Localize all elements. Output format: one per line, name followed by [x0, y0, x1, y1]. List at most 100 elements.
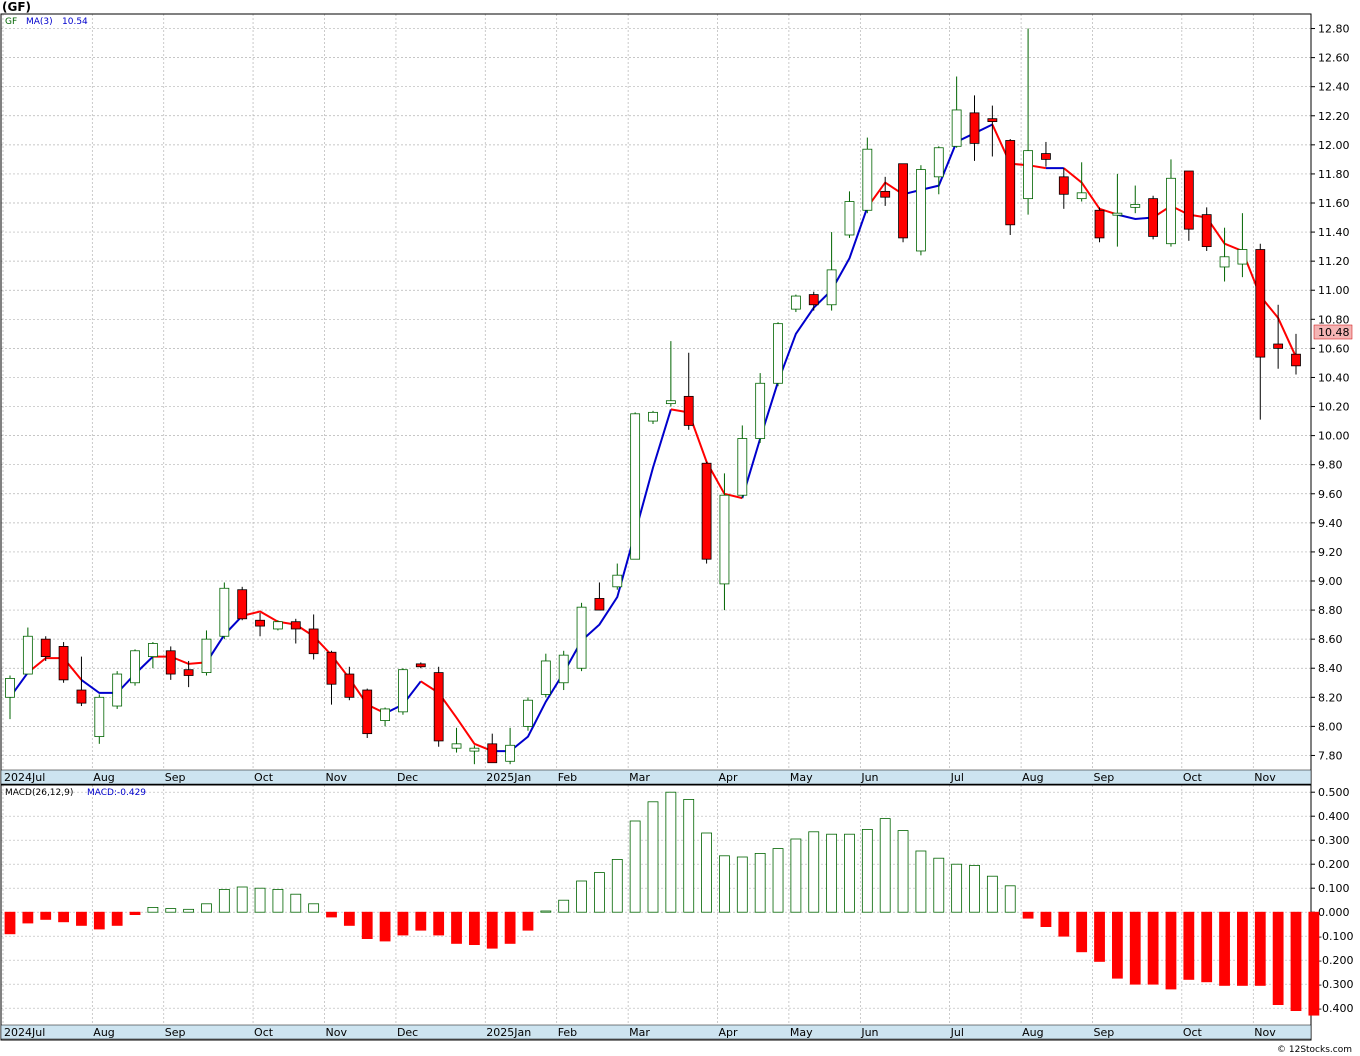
candlestick: [1148, 195, 1159, 240]
candlestick: [826, 232, 837, 311]
candle-body-up: [719, 494, 730, 585]
macd-bar-positive: [665, 791, 677, 913]
candlestick: [433, 666, 444, 747]
price-x-axis: 2024Jul Aug Sep Oct Nov Dec 2025Jan Feb Mar Apr Ma…: [4, 771, 1276, 784]
candle-body-down: [183, 669, 194, 676]
macd-x-tick-label: Aug: [93, 1026, 114, 1039]
price-y-tick-label: 9.00: [1318, 575, 1343, 588]
price-y-tick-label: 10.20: [1318, 401, 1350, 414]
price-y-tick-label: 9.20: [1318, 546, 1343, 559]
candle-body-down: [40, 638, 51, 658]
price-x-tick-label: 2024Jul: [4, 771, 45, 784]
price-y-tick-label: 8.20: [1318, 691, 1343, 704]
macd-bar-positive: [201, 903, 212, 913]
candlestick: [880, 176, 891, 206]
macd-x-tick-label: Jul: [950, 1026, 964, 1039]
macd-x-tick-label: 2025Jan: [486, 1026, 531, 1039]
macd-bar-positive: [308, 903, 320, 913]
macd-bar-positive: [969, 865, 980, 913]
candle-body-up: [933, 147, 944, 178]
macd-bar-negative: [129, 911, 141, 916]
candlestick: [469, 745, 480, 765]
candlestick: [719, 473, 730, 611]
macd-bar-negative: [522, 911, 534, 931]
price-x-tick-label: Nov: [326, 771, 348, 784]
candlestick: [1201, 207, 1212, 251]
macd-bar-positive: [183, 908, 195, 913]
macd-bar-positive: [736, 856, 748, 913]
legend-ma-value: 10.54: [62, 17, 88, 27]
candlestick: [22, 627, 33, 675]
price-y-tick-label: 9.60: [1318, 488, 1343, 501]
candlestick: [505, 727, 516, 765]
candle-body-down: [1291, 353, 1301, 367]
candle-body-down: [1201, 214, 1212, 248]
candlestick: [40, 636, 51, 661]
candlestick: [1166, 159, 1176, 247]
candlestick: [701, 461, 712, 564]
macd-bar-positive: [915, 850, 927, 913]
macd-bar-positive: [933, 857, 945, 913]
price-x-axis-band: [0, 769, 1312, 785]
candlestick: [683, 352, 694, 430]
candle-body-down: [969, 112, 980, 144]
candle-body-up: [147, 643, 158, 657]
macd-bar-negative: [1129, 911, 1141, 985]
candle-body-up: [273, 621, 283, 630]
candlestick: [237, 586, 248, 621]
ma3-line-segment: [420, 680, 493, 753]
candlestick: [255, 612, 265, 637]
candlestick: [1112, 173, 1123, 247]
candle-body-up: [112, 673, 123, 707]
candlestick: [808, 291, 819, 311]
price-y-tick-label: 11.40: [1318, 226, 1350, 239]
candlestick: [933, 146, 944, 195]
macd-y-tick-label: -0.400: [1318, 1002, 1353, 1015]
candlestick: [665, 341, 676, 407]
price-y-tick-label: 8.80: [1318, 604, 1343, 617]
price-x-tick-label: Jul: [950, 771, 964, 784]
macd-histogram: [4, 791, 1320, 1016]
macd-bar-positive: [844, 833, 855, 913]
candlestick: [76, 656, 87, 707]
candle-body-up: [916, 169, 926, 252]
macd-bar-negative: [76, 911, 87, 926]
macd-y-axis: 0.500 0.400 0.300 0.200 0.100 0.000 -0.100 -0.2…: [1311, 786, 1353, 1015]
macd-bar-negative: [1219, 911, 1230, 986]
candle-body-down: [58, 646, 69, 681]
candlestick: [1273, 304, 1284, 369]
macd-bar-negative: [1147, 911, 1159, 985]
candlestick: [451, 727, 462, 753]
candle-body-up: [540, 660, 551, 695]
price-x-tick-label: Oct: [1183, 771, 1203, 784]
macd-x-axis: 2024Jul Aug Sep Oct Nov Dec 2025Jan Feb Mar Apr Ma…: [4, 1026, 1276, 1039]
macd-bar-positive: [701, 832, 712, 913]
candle-body-down: [1148, 198, 1159, 237]
candle-body-up: [1237, 249, 1248, 265]
price-x-tick-label: Oct: [254, 771, 274, 784]
macd-bar-negative: [1201, 911, 1213, 983]
candle-body-down: [808, 294, 819, 306]
candle-body-down: [165, 650, 176, 675]
candlestick: [201, 630, 212, 676]
candle-body-down: [362, 689, 373, 735]
price-y-tick-label: 8.00: [1318, 720, 1343, 733]
macd-bar-negative: [397, 911, 409, 936]
candle-body-down: [987, 118, 998, 122]
candlestick: [165, 646, 176, 680]
price-x-tick-label: Sep: [1094, 771, 1115, 784]
macd-legend: MACD(26,12,9) MACD:-0.429: [5, 788, 146, 798]
macd-bar-negative: [1165, 911, 1177, 990]
macd-legend-label: MACD(26,12,9): [5, 788, 73, 798]
candlestick: [576, 602, 587, 672]
macd-y-tick-label: -0.200: [1318, 954, 1353, 967]
candle-body-up: [665, 400, 676, 405]
candlestick: [1183, 170, 1194, 241]
candlestick: [183, 660, 194, 688]
macd-bar-negative: [343, 911, 355, 926]
macd-bar-negative: [468, 911, 480, 946]
macd-bar-negative: [1076, 911, 1088, 953]
macd-bar-positive: [576, 880, 587, 913]
macd-bar-positive: [826, 833, 838, 913]
macd-y-tick-label: -0.100: [1318, 930, 1353, 943]
